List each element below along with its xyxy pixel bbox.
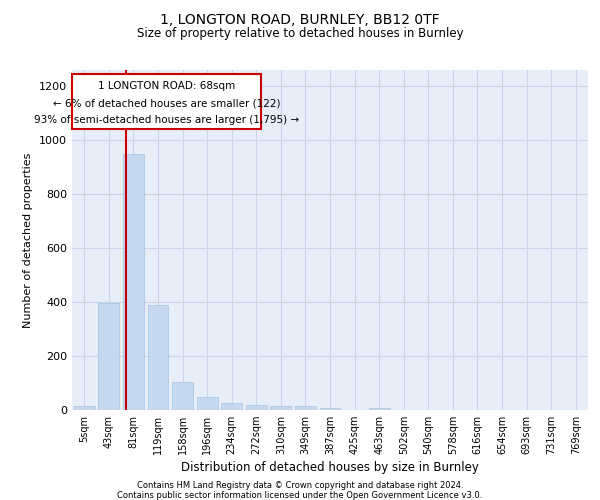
FancyBboxPatch shape	[73, 74, 261, 130]
Bar	[221, 404, 242, 410]
Text: 1 LONGTON ROAD: 68sqm: 1 LONGTON ROAD: 68sqm	[98, 81, 235, 91]
Bar	[295, 406, 316, 410]
Text: Contains public sector information licensed under the Open Government Licence v3: Contains public sector information licen…	[118, 490, 482, 500]
Bar	[172, 382, 193, 410]
Text: ← 6% of detached houses are smaller (122): ← 6% of detached houses are smaller (122…	[53, 98, 281, 108]
Bar	[271, 406, 292, 410]
Text: Size of property relative to detached houses in Burnley: Size of property relative to detached ho…	[137, 28, 463, 40]
Bar	[320, 408, 340, 410]
Text: 1, LONGTON ROAD, BURNLEY, BB12 0TF: 1, LONGTON ROAD, BURNLEY, BB12 0TF	[160, 12, 440, 26]
Text: Distribution of detached houses by size in Burnley: Distribution of detached houses by size …	[181, 461, 479, 474]
Bar	[98, 304, 119, 410]
Bar	[197, 396, 218, 410]
Bar	[148, 305, 169, 410]
Text: 93% of semi-detached houses are larger (1,795) →: 93% of semi-detached houses are larger (…	[34, 115, 299, 125]
Text: Contains HM Land Registry data © Crown copyright and database right 2024.: Contains HM Land Registry data © Crown c…	[137, 480, 463, 490]
Bar	[368, 408, 389, 410]
Y-axis label: Number of detached properties: Number of detached properties	[23, 152, 34, 328]
Bar	[246, 404, 267, 410]
Bar	[123, 154, 144, 410]
Bar	[74, 406, 95, 410]
